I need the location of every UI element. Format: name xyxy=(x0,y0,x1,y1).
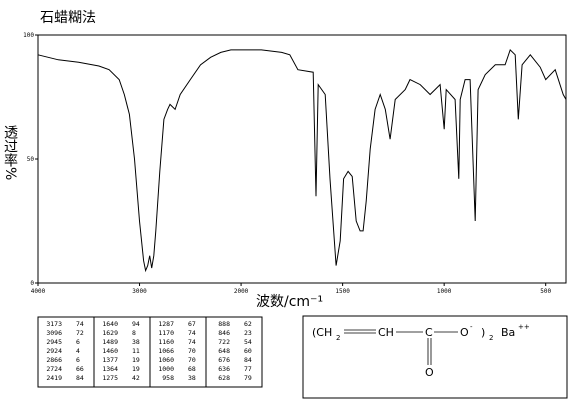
transmittance: 70 xyxy=(188,356,196,364)
x-axis-label: 波数/cm⁻¹ xyxy=(256,294,323,310)
wavenumber: 1170 xyxy=(158,329,174,337)
transmittance: 60 xyxy=(244,347,252,355)
structure-text: Ba xyxy=(501,326,515,339)
transmittance: 74 xyxy=(76,320,84,328)
wavenumber: 1287 xyxy=(158,320,174,328)
wavenumber: 846 xyxy=(218,329,230,337)
x-tick-label: 1000 xyxy=(437,288,452,295)
transmittance: 68 xyxy=(188,365,196,373)
transmittance: 62 xyxy=(244,320,252,328)
transmittance: 67 xyxy=(188,320,196,328)
wavenumber: 3096 xyxy=(46,329,62,337)
transmittance: 4 xyxy=(76,347,80,355)
y-tick-label: 0 xyxy=(30,280,34,287)
chart-title: 石蜡糊法 xyxy=(40,10,96,26)
x-tick-label: 1500 xyxy=(335,288,350,295)
transmittance: 23 xyxy=(244,329,252,337)
table-dividers xyxy=(93,317,207,387)
wavenumber: 1364 xyxy=(102,365,118,373)
wavenumber: 722 xyxy=(218,338,230,346)
transmittance: 72 xyxy=(76,329,84,337)
wavenumber: 3173 xyxy=(46,320,62,328)
wavenumber: 648 xyxy=(218,347,230,355)
structure-box xyxy=(302,315,568,399)
transmittance: 74 xyxy=(188,338,196,346)
structure-text: ++ xyxy=(518,323,530,331)
x-tick-label: 3000 xyxy=(132,288,147,295)
wavenumber: 1275 xyxy=(102,374,118,382)
transmittance: 84 xyxy=(76,374,84,382)
transmittance: 84 xyxy=(244,356,252,364)
wavenumber: 2419 xyxy=(46,374,62,382)
transmittance: 42 xyxy=(132,374,140,382)
transmittance: 77 xyxy=(244,365,252,373)
plot-frame xyxy=(37,34,567,284)
transmittance: 11 xyxy=(132,347,140,355)
transmittance: 54 xyxy=(244,338,252,346)
wavenumber: 2945 xyxy=(46,338,62,346)
x-tick-label: 4000 xyxy=(31,288,46,295)
wavenumber: 1489 xyxy=(102,338,118,346)
wavenumber: 2924 xyxy=(46,347,62,355)
wavenumber: 888 xyxy=(218,320,230,328)
structure-text: 2 xyxy=(489,334,493,342)
wavenumber: 1000 xyxy=(158,365,174,373)
bonds xyxy=(344,329,458,365)
wavenumber: 1160 xyxy=(158,338,174,346)
wavenumber: 676 xyxy=(218,356,230,364)
wavenumber: 636 xyxy=(218,365,230,373)
y-tick-label: 100 xyxy=(23,32,34,39)
structure-text: ) xyxy=(481,326,485,339)
transmittance: 79 xyxy=(244,374,252,382)
wavenumber: 958 xyxy=(162,374,174,382)
structure-text: O xyxy=(460,326,469,339)
transmittance: 19 xyxy=(132,365,140,373)
structure-text: CH xyxy=(378,326,394,339)
wavenumber: 2724 xyxy=(46,365,62,373)
wavenumber: 1460 xyxy=(102,347,118,355)
transmittance: 70 xyxy=(188,347,196,355)
structure-text: O xyxy=(425,366,434,379)
transmittance: 38 xyxy=(132,338,140,346)
transmittance: 38 xyxy=(188,374,196,382)
y-tick-label: 50 xyxy=(27,156,35,163)
wavenumber: 1060 xyxy=(158,356,174,364)
wavenumber: 1629 xyxy=(102,329,118,337)
y-axis-label: 透过率% xyxy=(2,125,18,180)
structure: (CH 2 CH C O - ) 2 Ba ++ O xyxy=(312,323,530,379)
structure-text: - xyxy=(470,323,473,331)
x-tick-label: 2000 xyxy=(234,288,249,295)
transmittance: 6 xyxy=(76,338,80,346)
transmittance: 19 xyxy=(132,356,140,364)
structure-text: 2 xyxy=(336,334,340,342)
wavenumber: 2866 xyxy=(46,356,62,364)
wavenumber: 1377 xyxy=(102,356,118,364)
structure-text: (CH xyxy=(312,326,332,339)
wavenumber: 1066 xyxy=(158,347,174,355)
transmittance: 6 xyxy=(76,356,80,364)
transmittance: 8 xyxy=(132,329,136,337)
transmittance: 74 xyxy=(188,329,196,337)
transmittance: 66 xyxy=(76,365,84,373)
transmittance: 94 xyxy=(132,320,140,328)
wavenumber: 628 xyxy=(218,374,230,382)
spectrum-line xyxy=(37,48,567,273)
wavenumber: 1640 xyxy=(102,320,118,328)
structure-text: C xyxy=(425,326,433,339)
x-tick-label: 500 xyxy=(540,288,551,295)
